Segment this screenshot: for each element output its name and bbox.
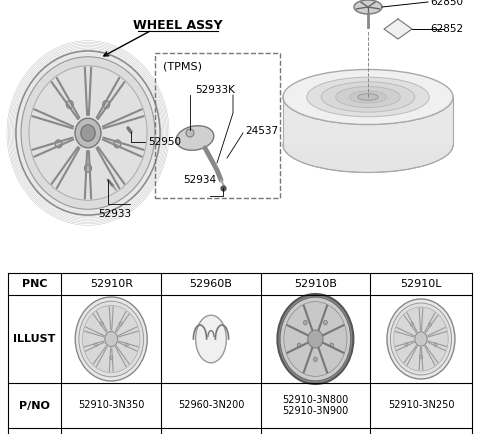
Ellipse shape — [283, 117, 453, 172]
Text: 52933K: 52933K — [195, 85, 235, 95]
Ellipse shape — [83, 305, 140, 373]
Text: 52960-3N200: 52960-3N200 — [178, 400, 244, 411]
Ellipse shape — [196, 315, 227, 363]
Text: 52910-3N800
52910-3N900: 52910-3N800 52910-3N900 — [282, 395, 348, 416]
Text: 24537: 24537 — [245, 126, 278, 136]
Ellipse shape — [307, 77, 429, 117]
Ellipse shape — [387, 299, 455, 379]
Text: 62850: 62850 — [430, 0, 463, 7]
Ellipse shape — [103, 101, 110, 109]
Ellipse shape — [390, 303, 452, 375]
Ellipse shape — [420, 355, 422, 359]
Text: 52933: 52933 — [98, 209, 132, 219]
Ellipse shape — [119, 322, 122, 326]
Ellipse shape — [308, 330, 323, 348]
Ellipse shape — [79, 301, 144, 377]
Ellipse shape — [55, 140, 62, 148]
Ellipse shape — [330, 343, 334, 347]
Ellipse shape — [16, 51, 160, 215]
Ellipse shape — [125, 343, 128, 347]
Text: PNC: PNC — [22, 279, 48, 289]
Polygon shape — [384, 19, 412, 39]
Ellipse shape — [354, 0, 382, 14]
Text: 52910R: 52910R — [90, 279, 133, 289]
Text: 52910B: 52910B — [294, 279, 337, 289]
Ellipse shape — [336, 86, 400, 108]
Ellipse shape — [29, 66, 147, 200]
Ellipse shape — [429, 323, 432, 326]
Ellipse shape — [410, 323, 413, 326]
Ellipse shape — [394, 307, 448, 371]
Ellipse shape — [81, 125, 95, 141]
Text: 52950: 52950 — [148, 137, 181, 147]
Text: ILLUST: ILLUST — [13, 334, 56, 344]
Ellipse shape — [105, 331, 118, 346]
Ellipse shape — [114, 140, 121, 148]
Ellipse shape — [176, 126, 214, 150]
Ellipse shape — [434, 343, 437, 346]
Ellipse shape — [277, 294, 353, 384]
Ellipse shape — [284, 302, 347, 377]
Ellipse shape — [75, 118, 101, 148]
Ellipse shape — [84, 164, 92, 172]
Ellipse shape — [303, 320, 307, 325]
Text: 52910L: 52910L — [400, 279, 442, 289]
Ellipse shape — [415, 332, 427, 346]
Text: (TPMS): (TPMS) — [163, 61, 202, 71]
Text: WHEEL ASSY: WHEEL ASSY — [133, 19, 223, 31]
Ellipse shape — [313, 357, 317, 361]
Ellipse shape — [66, 101, 73, 109]
Circle shape — [186, 129, 194, 137]
Text: 52910-3N350: 52910-3N350 — [78, 400, 144, 411]
Text: 52910-3N250: 52910-3N250 — [388, 400, 454, 411]
Ellipse shape — [321, 82, 415, 112]
Ellipse shape — [94, 343, 97, 347]
Ellipse shape — [283, 70, 453, 124]
Ellipse shape — [358, 94, 378, 100]
Ellipse shape — [405, 343, 408, 346]
Ellipse shape — [75, 297, 147, 381]
FancyBboxPatch shape — [283, 97, 453, 145]
Ellipse shape — [297, 343, 301, 347]
Text: 52934: 52934 — [183, 175, 216, 185]
Ellipse shape — [109, 356, 113, 360]
Ellipse shape — [100, 322, 103, 326]
Text: P/NO: P/NO — [19, 400, 50, 411]
Text: 62852: 62852 — [430, 24, 463, 34]
Ellipse shape — [21, 57, 155, 209]
Ellipse shape — [324, 320, 327, 325]
Ellipse shape — [280, 297, 351, 381]
Ellipse shape — [349, 91, 387, 103]
Text: 52960B: 52960B — [190, 279, 232, 289]
